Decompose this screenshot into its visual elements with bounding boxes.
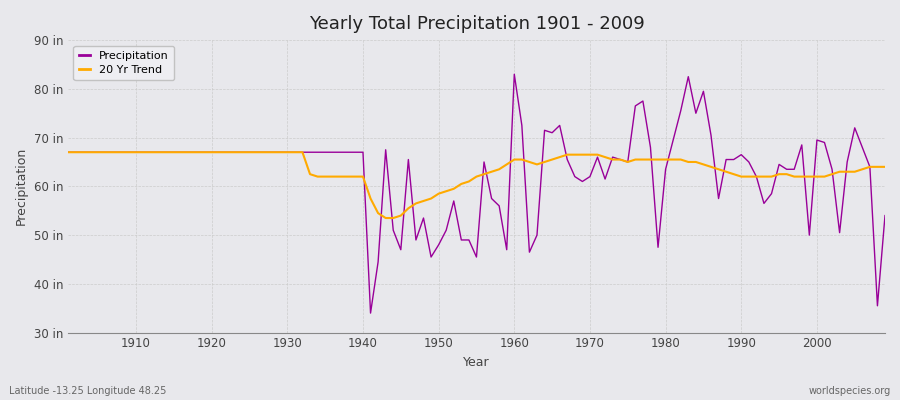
Precipitation — [123, 150, 134, 155]
20 Yr Trend — [335, 174, 346, 179]
20 Yr Trend — [123, 150, 134, 155]
Text: Latitude -13.25 Longitude 48.25: Latitude -13.25 Longitude 48.25 — [9, 386, 166, 396]
Precipitation — [365, 311, 376, 316]
20 Yr Trend — [879, 164, 890, 169]
20 Yr Trend — [608, 157, 618, 162]
20 Yr Trend — [290, 150, 301, 155]
Precipitation — [508, 72, 519, 77]
Legend: Precipitation, 20 Yr Trend: Precipitation, 20 Yr Trend — [74, 46, 175, 80]
Line: Precipitation: Precipitation — [68, 74, 885, 313]
Precipitation — [524, 250, 535, 254]
Precipitation — [615, 157, 626, 162]
Precipitation — [62, 150, 73, 155]
20 Yr Trend — [508, 157, 519, 162]
Precipitation — [335, 150, 346, 155]
X-axis label: Year: Year — [464, 356, 490, 369]
Line: 20 Yr Trend: 20 Yr Trend — [68, 152, 885, 218]
Precipitation — [879, 213, 890, 218]
Y-axis label: Precipitation: Precipitation — [15, 147, 28, 226]
Title: Yearly Total Precipitation 1901 - 2009: Yearly Total Precipitation 1901 - 2009 — [309, 15, 644, 33]
Precipitation — [517, 123, 527, 128]
Text: worldspecies.org: worldspecies.org — [809, 386, 891, 396]
Precipitation — [290, 150, 301, 155]
20 Yr Trend — [517, 157, 527, 162]
20 Yr Trend — [381, 216, 392, 220]
20 Yr Trend — [62, 150, 73, 155]
